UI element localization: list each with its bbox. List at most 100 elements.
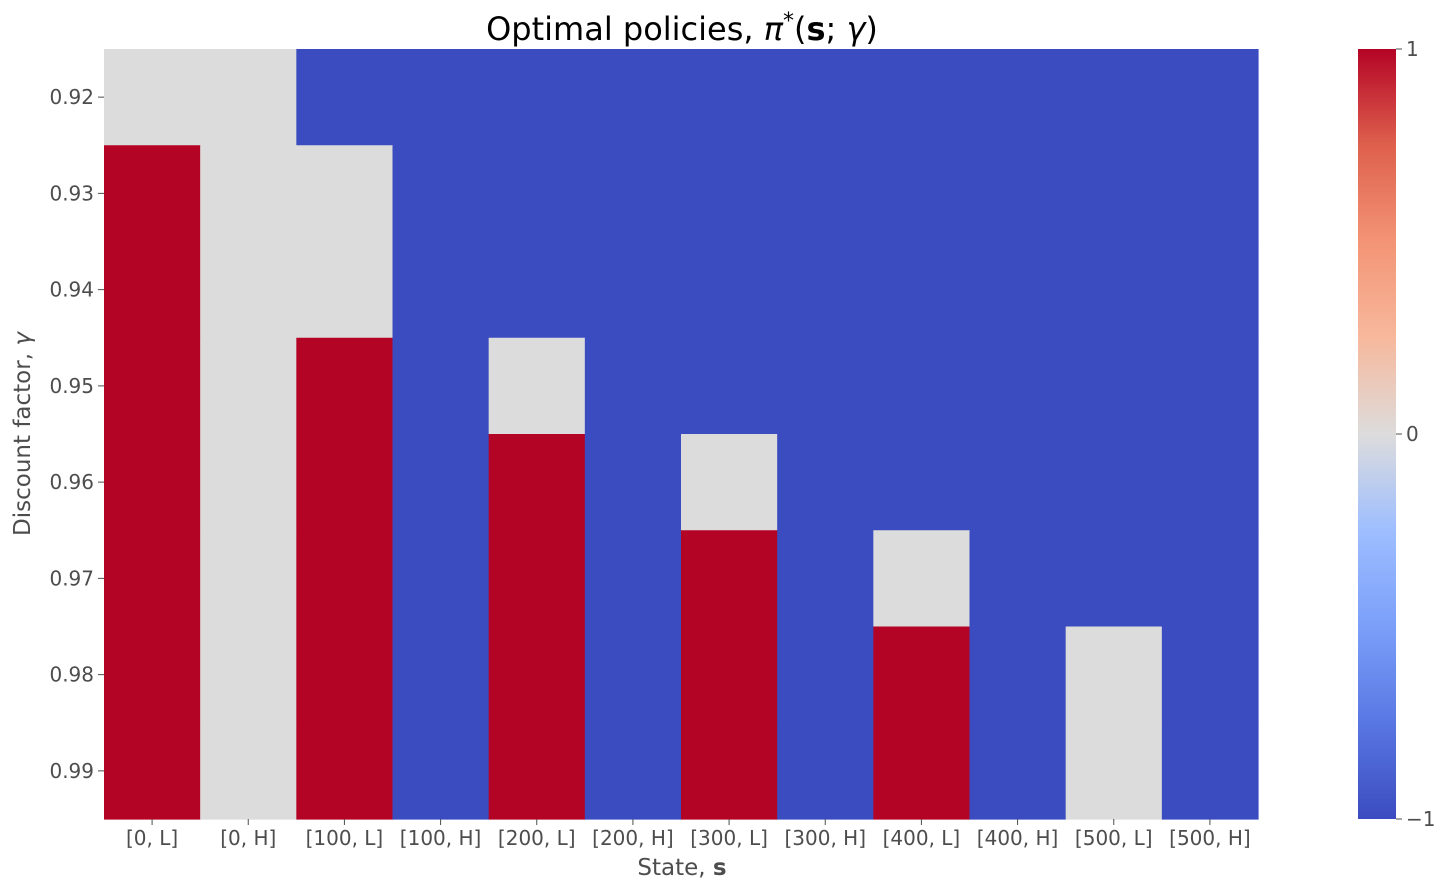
heatmap-cell-r2-c11 bbox=[1161, 241, 1259, 339]
heatmap-cell-r3-c4 bbox=[488, 337, 586, 435]
heatmap-cell-r5-c4 bbox=[488, 530, 586, 628]
heatmap-cell-r6-c9 bbox=[969, 626, 1067, 724]
heatmap-cell-r1-c3 bbox=[392, 145, 490, 243]
heatmap-cell-r3-c5 bbox=[584, 337, 682, 435]
heatmap-cell-r5-c5 bbox=[584, 530, 682, 628]
heatmap-cell-r7-c9 bbox=[969, 722, 1067, 820]
heatmap-cell-r1-c2 bbox=[296, 145, 394, 243]
title-prefix: Optimal policies, bbox=[486, 10, 764, 48]
heatmap-cell-r0-c2 bbox=[296, 49, 394, 146]
heatmap-cell-r0-c11 bbox=[1161, 49, 1259, 146]
y-tick-label: 0.95 bbox=[49, 374, 94, 398]
heatmap-cell-r2-c0 bbox=[104, 241, 201, 339]
heatmap-cell-r6-c10 bbox=[1065, 626, 1163, 724]
heatmap-cell-r7-c4 bbox=[488, 722, 586, 820]
heatmap-cell-r7-c11 bbox=[1161, 722, 1259, 820]
x-tick-label: [0, L] bbox=[126, 826, 178, 850]
heatmap-cell-r0-c5 bbox=[584, 49, 682, 146]
heatmap-cell-r2-c10 bbox=[1065, 241, 1163, 339]
heatmap-cells bbox=[104, 49, 1259, 820]
colorbar-tick-label: −1 bbox=[1406, 807, 1435, 831]
heatmap-cell-r6-c1 bbox=[200, 626, 297, 724]
chart-title: Optimal policies, π*(s; γ) bbox=[486, 9, 878, 48]
heatmap-cell-r3-c9 bbox=[969, 337, 1067, 435]
heatmap-cell-r0-c9 bbox=[969, 49, 1067, 146]
x-tick-label: [0, H] bbox=[220, 826, 276, 850]
heatmap-cell-r7-c8 bbox=[873, 722, 971, 820]
x-tick-label: [200, H] bbox=[592, 826, 674, 850]
heatmap-cell-r5-c0 bbox=[104, 530, 201, 628]
heatmap-cell-r5-c11 bbox=[1161, 530, 1259, 628]
heatmap-cell-r5-c3 bbox=[392, 530, 490, 628]
x-tick-label: [200, L] bbox=[498, 826, 576, 850]
y-tick-group: 0.92 0.93 0.94 0.95 0.96 0.97 0.98 0.99 bbox=[49, 85, 104, 783]
heatmap-cell-r4-c3 bbox=[392, 434, 490, 531]
heatmap-cell-r2-c1 bbox=[200, 241, 297, 339]
heatmap-cell-r2-c3 bbox=[392, 241, 490, 339]
heatmap-cell-r1-c1 bbox=[200, 145, 297, 243]
heatmap-cell-r5-c10 bbox=[1065, 530, 1163, 628]
heatmap-cell-r5-c7 bbox=[777, 530, 874, 628]
heatmap-cell-r3-c3 bbox=[392, 337, 490, 435]
y-axis-label-text: Discount factor, bbox=[10, 346, 36, 536]
x-tick-group: [0, L] [0, H] [100, L] [100, H] [200, L] [200… bbox=[126, 819, 1251, 850]
heatmap-cell-r4-c1 bbox=[200, 434, 297, 531]
heatmap-cell-r4-c8 bbox=[873, 434, 971, 531]
heatmap-cell-r7-c3 bbox=[392, 722, 490, 820]
heatmap-cell-r6-c3 bbox=[392, 626, 490, 724]
heatmap-cell-r0-c3 bbox=[392, 49, 490, 146]
x-axis-label: State, s bbox=[637, 855, 726, 881]
heatmap-cell-r6-c8 bbox=[873, 626, 971, 724]
y-tick-label: 0.99 bbox=[49, 759, 94, 783]
heatmap-cell-r2-c9 bbox=[969, 241, 1067, 339]
heatmap-cell-r4-c6 bbox=[681, 434, 778, 531]
x-tick-label: [400, L] bbox=[883, 826, 961, 850]
heatmap-cell-r7-c0 bbox=[104, 722, 201, 820]
x-tick-label: [300, L] bbox=[690, 826, 768, 850]
heatmap-cell-r3-c11 bbox=[1161, 337, 1259, 435]
heatmap-cell-r6-c2 bbox=[296, 626, 394, 724]
heatmap-cell-r5-c6 bbox=[681, 530, 778, 628]
title-open-paren: ( bbox=[794, 10, 806, 48]
heatmap-cell-r6-c7 bbox=[777, 626, 874, 724]
heatmap-cell-r1-c5 bbox=[584, 145, 682, 243]
y-tick-label: 0.93 bbox=[49, 181, 94, 205]
heatmap-cell-r6-c6 bbox=[681, 626, 778, 724]
heatmap-cell-r2-c8 bbox=[873, 241, 971, 339]
heatmap-cell-r3-c0 bbox=[104, 337, 201, 435]
heatmap-cell-r1-c4 bbox=[488, 145, 586, 243]
y-axis-label: Discount factor, γ bbox=[10, 331, 36, 536]
x-axis-label-text: State, bbox=[637, 855, 713, 881]
heatmap-cell-r2-c2 bbox=[296, 241, 394, 339]
heatmap-cell-r6-c0 bbox=[104, 626, 201, 724]
heatmap-cell-r4-c5 bbox=[584, 434, 682, 531]
x-axis-label-bold-s: s bbox=[713, 855, 727, 881]
heatmap-cell-r6-c5 bbox=[584, 626, 682, 724]
title-bold-s: s bbox=[806, 10, 825, 48]
title-gamma: γ bbox=[846, 10, 867, 48]
heatmap-cell-r2-c7 bbox=[777, 241, 874, 339]
heatmap-cell-r7-c6 bbox=[681, 722, 778, 820]
x-tick-label: [300, H] bbox=[784, 826, 866, 850]
heatmap-cell-r5-c1 bbox=[200, 530, 297, 628]
heatmap-cell-r0-c10 bbox=[1065, 49, 1163, 146]
y-tick-label: 0.97 bbox=[49, 566, 94, 590]
heatmap-cell-r1-c10 bbox=[1065, 145, 1163, 243]
heatmap-cell-r0-c7 bbox=[777, 49, 874, 146]
heatmap-cell-r3-c1 bbox=[200, 337, 297, 435]
heatmap-cell-r4-c9 bbox=[969, 434, 1067, 531]
heatmap-cell-r5-c8 bbox=[873, 530, 971, 628]
title-close-paren: ) bbox=[865, 10, 877, 48]
colorbar-tick-group: 1 0 −1 bbox=[1396, 37, 1435, 831]
heatmap-cell-r0-c1 bbox=[200, 49, 297, 146]
heatmap-cell-r4-c7 bbox=[777, 434, 874, 531]
heatmap-cell-r6-c4 bbox=[488, 626, 586, 724]
heatmap-cell-r4-c11 bbox=[1161, 434, 1259, 531]
heatmap-cell-r3-c6 bbox=[681, 337, 778, 435]
heatmap-cell-r1-c6 bbox=[681, 145, 778, 243]
heatmap-cell-r1-c0 bbox=[104, 145, 201, 243]
x-tick-label: [400, H] bbox=[977, 826, 1059, 850]
heatmap-cell-r7-c2 bbox=[296, 722, 394, 820]
title-separator: ; bbox=[826, 10, 847, 48]
heatmap-cell-r2-c5 bbox=[584, 241, 682, 339]
